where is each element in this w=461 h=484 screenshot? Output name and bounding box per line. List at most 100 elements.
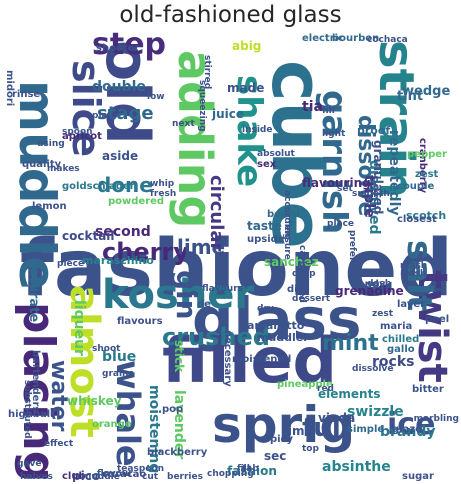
cloud-word: moistened — [232, 354, 292, 365]
cloud-word: top — [302, 444, 319, 454]
cloud-word: rinse — [12, 89, 41, 100]
cloud-word: crushed — [162, 323, 270, 351]
cloud-word: dry — [257, 304, 274, 314]
cloud-word: rocks — [372, 354, 415, 370]
cloud-word: smooth — [352, 189, 390, 199]
cloud-word: stage — [97, 103, 154, 124]
cloud-word: ensure — [282, 225, 292, 260]
cloud-word: swizzle — [347, 404, 404, 420]
cloud-word: set — [337, 184, 353, 194]
cloud-word: layer — [397, 299, 426, 310]
cloud-word: board — [267, 209, 300, 220]
cloud-word: peel — [425, 314, 450, 325]
cloud-word: gave — [17, 459, 42, 469]
cloud-word: squeezing — [197, 80, 207, 132]
cloud-word: glass — [192, 285, 362, 353]
cloud-word: lime — [177, 235, 226, 259]
cloud-word: fresh — [150, 189, 177, 199]
cloud-word: grenadine — [335, 284, 404, 298]
cloud-word: grains — [102, 369, 134, 379]
cloud-word: spoon — [62, 127, 93, 137]
cloud-word: absolut — [257, 149, 295, 159]
cloud-word: amaretto — [247, 319, 305, 332]
cloud-word: dessert — [292, 294, 331, 304]
cloud-word: dip — [287, 284, 305, 295]
cloud-word: tia — [302, 99, 323, 115]
cloud-word: proof — [357, 124, 391, 137]
cloud-word: circular — [206, 175, 227, 252]
cloud-word: zest — [415, 169, 439, 180]
cloud-word: curacao — [102, 469, 147, 480]
cloud-word: flavours — [202, 284, 243, 294]
cloud-word: absinthe — [322, 459, 391, 475]
cloud-word: full — [302, 413, 350, 443]
cloud-word: bitter — [412, 384, 444, 395]
cloud-word: inside — [242, 125, 273, 135]
cloud-word: orange — [92, 419, 132, 430]
cloud-word: de — [197, 299, 211, 310]
cloud-word: abig — [232, 39, 262, 53]
cloud-word: sanchez — [264, 255, 319, 269]
cloud-word: berries — [167, 472, 203, 482]
cloud-word: tab — [242, 464, 259, 474]
cloud-word: repeatedly — [386, 130, 402, 216]
cloud-word: muddle — [82, 472, 120, 482]
cloud-word: elements — [318, 387, 381, 401]
cloud-word: pico — [72, 469, 101, 482]
cloud-word: liqueur — [71, 300, 87, 356]
cloud-title: old-fashioned glass — [119, 2, 342, 28]
cloud-word: glaze — [392, 424, 422, 435]
cloud-word: flavouring — [302, 176, 371, 190]
cloud-word: stick — [172, 340, 186, 373]
cloud-word: maraschino — [82, 254, 154, 267]
cloud-word: carbonated — [297, 245, 307, 303]
cloud-word: filled — [162, 324, 337, 397]
cloud-word: spicy — [264, 434, 293, 445]
cloud-word: effect — [44, 439, 74, 449]
cloud-word: next — [172, 119, 195, 129]
cloud-word: powdered — [108, 196, 165, 207]
cloud-word: muddler — [257, 331, 309, 344]
cloud-word: closest — [397, 214, 437, 225]
cloud-word: fill — [237, 464, 250, 474]
cloud-word: brandy — [380, 424, 436, 440]
cloud-word: ice — [387, 407, 436, 442]
cloud-word: shoot — [92, 344, 121, 354]
cloud-word: chopping — [207, 469, 254, 479]
word-cloud: fashioned old cube glass filled strain muddle a… — [2, 30, 459, 482]
cloud-word: quality — [22, 159, 62, 170]
cloud-word: gin — [170, 270, 203, 320]
cloud-word: juice — [212, 107, 245, 121]
cloud-word: muddle — [8, 80, 66, 291]
cloud-word: pepper — [407, 149, 447, 160]
cloud-word: mash — [400, 261, 428, 271]
cloud-word: zest — [372, 309, 394, 319]
cloud-word: second — [95, 224, 151, 240]
cloud-word: place — [327, 219, 355, 229]
cloud-word: cochaca — [367, 35, 408, 45]
cloud-word: light — [322, 129, 346, 139]
cloud-word: sprig — [212, 396, 356, 454]
cloud-word: double — [92, 79, 146, 95]
cloud-word: dissolve — [352, 364, 394, 374]
cloud-word: saturate — [26, 260, 41, 323]
cloud-word: mint — [322, 331, 379, 356]
cloud-word: moistening — [146, 385, 162, 474]
cloud-word: pineapple — [277, 379, 333, 390]
cloud-word: gallo — [387, 344, 415, 355]
cloud-word: chilled — [382, 334, 420, 345]
cloud-word: shooter — [96, 43, 140, 54]
cloud-word: teaspoon — [117, 464, 165, 474]
cloud-word: fashioned — [20, 224, 454, 314]
cloud-word: dash — [402, 269, 427, 279]
cloud-word: halves — [20, 472, 53, 482]
cloud-word: cherry — [102, 238, 189, 266]
cloud-word: apricot — [62, 131, 102, 142]
cloud-word: blue — [102, 349, 137, 365]
cloud-word: pop — [162, 404, 184, 415]
cloud-word: lemon — [32, 201, 67, 212]
cloud-word: taste — [247, 219, 282, 233]
cloud-word: wedge — [402, 84, 451, 99]
cloud-word: goldschlager — [62, 181, 135, 192]
cloud-word: tint — [397, 89, 424, 104]
